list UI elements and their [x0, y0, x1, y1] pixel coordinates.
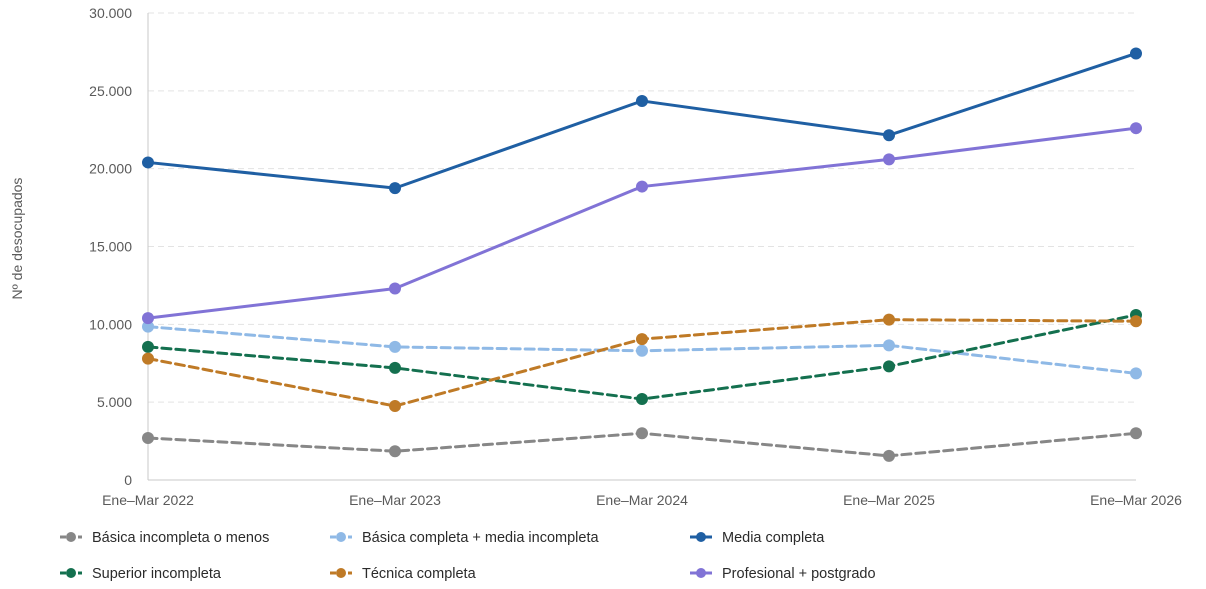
x-tick-label: Ene–Mar 2026	[1090, 492, 1182, 508]
series-group	[142, 308, 1142, 406]
data-point	[1130, 315, 1142, 328]
data-point	[389, 282, 401, 295]
data-point	[1130, 367, 1142, 380]
legend-item: Media completa	[690, 530, 825, 546]
series-line	[146, 126, 1138, 320]
legend-item: Básica incompleta o menos	[60, 530, 269, 546]
legend-swatch-dot	[696, 532, 706, 542]
data-point	[1130, 122, 1142, 135]
legend-swatch-dot	[66, 532, 76, 542]
x-tick-label: Ene–Mar 2025	[843, 492, 935, 508]
data-point	[636, 180, 648, 193]
series-group	[142, 427, 1142, 462]
axes	[147, 13, 1136, 481]
data-point	[636, 94, 648, 107]
x-tick-label: Ene–Mar 2022	[102, 492, 194, 508]
legend-label: Superior incompleta	[92, 566, 222, 582]
legend-swatch-dot	[336, 532, 346, 542]
data-point	[883, 339, 895, 352]
legend-swatch-dot	[696, 568, 706, 578]
legend-item: Superior incompleta	[60, 566, 222, 582]
x-tick-label: Ene–Mar 2024	[596, 492, 688, 508]
data-point	[142, 352, 154, 365]
data-point	[1130, 47, 1142, 60]
data-point	[389, 182, 401, 195]
data-point	[883, 313, 895, 326]
series-group	[142, 313, 1142, 413]
legend-item: Básica completa + media incompleta	[330, 530, 599, 546]
data-point	[883, 449, 895, 462]
y-tick-label: 0	[124, 472, 132, 488]
data-point	[883, 360, 895, 373]
legend-label: Media completa	[722, 530, 825, 546]
series-group	[142, 122, 1142, 325]
data-point	[636, 344, 648, 357]
data-point	[142, 431, 154, 444]
y-tick-label: 30.000	[89, 5, 132, 21]
series-group	[142, 320, 1142, 380]
series-group	[142, 47, 1142, 195]
data-point	[636, 393, 648, 406]
legend-swatch-dot	[336, 568, 346, 578]
data-point	[389, 445, 401, 458]
series-lines	[142, 47, 1142, 462]
legend-item: Técnica completa	[330, 566, 477, 582]
data-point	[389, 361, 401, 374]
legend-label: Profesional + postgrado	[722, 566, 876, 582]
grid-lines	[148, 12, 1136, 403]
data-point	[883, 153, 895, 166]
y-tick-label: 25.000	[89, 83, 132, 99]
x-axis-ticks: Ene–Mar 2022 Ene–Mar 2023 Ene–Mar 2024 Ene–…	[102, 492, 1182, 508]
data-point	[1130, 427, 1142, 440]
data-point	[142, 340, 154, 353]
legend-label: Básica completa + media incompleta	[362, 530, 599, 546]
data-point	[389, 400, 401, 413]
data-point	[142, 320, 154, 333]
legend-item: Profesional + postgrado	[690, 566, 876, 582]
data-point	[636, 427, 648, 440]
y-tick-label: 20.000	[89, 161, 132, 177]
legend: Básica incompleta o menos Básica completa…	[60, 530, 876, 582]
data-point	[883, 129, 895, 142]
data-point	[389, 340, 401, 353]
series-line	[146, 51, 1138, 190]
y-axis-title: Nº de desocupados	[9, 178, 25, 300]
y-axis-ticks: 0 5.000 10.000 15.000 20.000 25.000 30.000	[89, 5, 132, 488]
x-tick-label: Ene–Mar 2023	[349, 492, 441, 508]
data-point	[142, 156, 154, 169]
data-point	[142, 312, 154, 325]
y-tick-label: 10.000	[89, 316, 132, 332]
legend-label: Técnica completa	[362, 566, 477, 582]
legend-label: Básica incompleta o menos	[92, 530, 269, 546]
data-point	[636, 333, 648, 346]
legend-swatch-dot	[66, 568, 76, 578]
y-tick-label: 5.000	[97, 394, 132, 410]
y-tick-label: 15.000	[89, 239, 132, 255]
